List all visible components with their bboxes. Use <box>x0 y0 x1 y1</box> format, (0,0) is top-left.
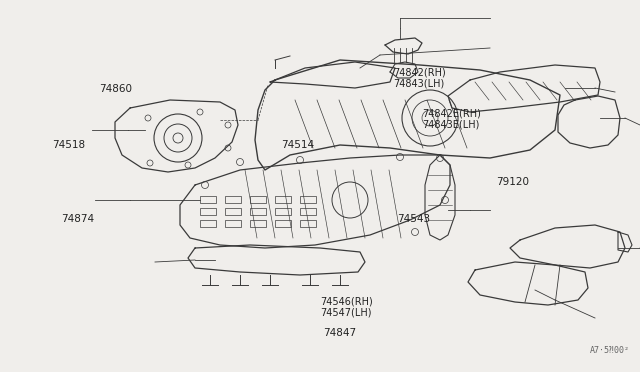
Bar <box>300 208 316 215</box>
Bar <box>225 196 241 203</box>
Bar <box>300 196 316 203</box>
Text: 74546(RH)
74547(LH): 74546(RH) 74547(LH) <box>320 296 372 318</box>
Bar <box>275 220 291 227</box>
Bar <box>200 208 216 215</box>
Text: 74842(RH)
74843(LH): 74842(RH) 74843(LH) <box>394 67 446 89</box>
Text: 74847: 74847 <box>323 328 356 338</box>
Text: 74860: 74860 <box>99 84 132 94</box>
Text: 74514: 74514 <box>282 140 315 150</box>
Bar <box>275 208 291 215</box>
Bar <box>200 220 216 227</box>
Bar <box>250 196 266 203</box>
Text: 74842E(RH)
74843E(LH): 74842E(RH) 74843E(LH) <box>422 108 481 130</box>
Bar <box>200 196 216 203</box>
Text: 74543: 74543 <box>397 215 430 224</box>
Bar <box>250 208 266 215</box>
Text: 74518: 74518 <box>52 140 86 150</box>
Bar <box>225 220 241 227</box>
Text: 79120: 79120 <box>496 177 529 187</box>
Text: 74874: 74874 <box>61 215 94 224</box>
Bar <box>225 208 241 215</box>
Text: A7·5⁈00²: A7·5⁈00² <box>590 346 630 355</box>
Bar <box>275 196 291 203</box>
Bar <box>250 220 266 227</box>
Bar <box>300 220 316 227</box>
